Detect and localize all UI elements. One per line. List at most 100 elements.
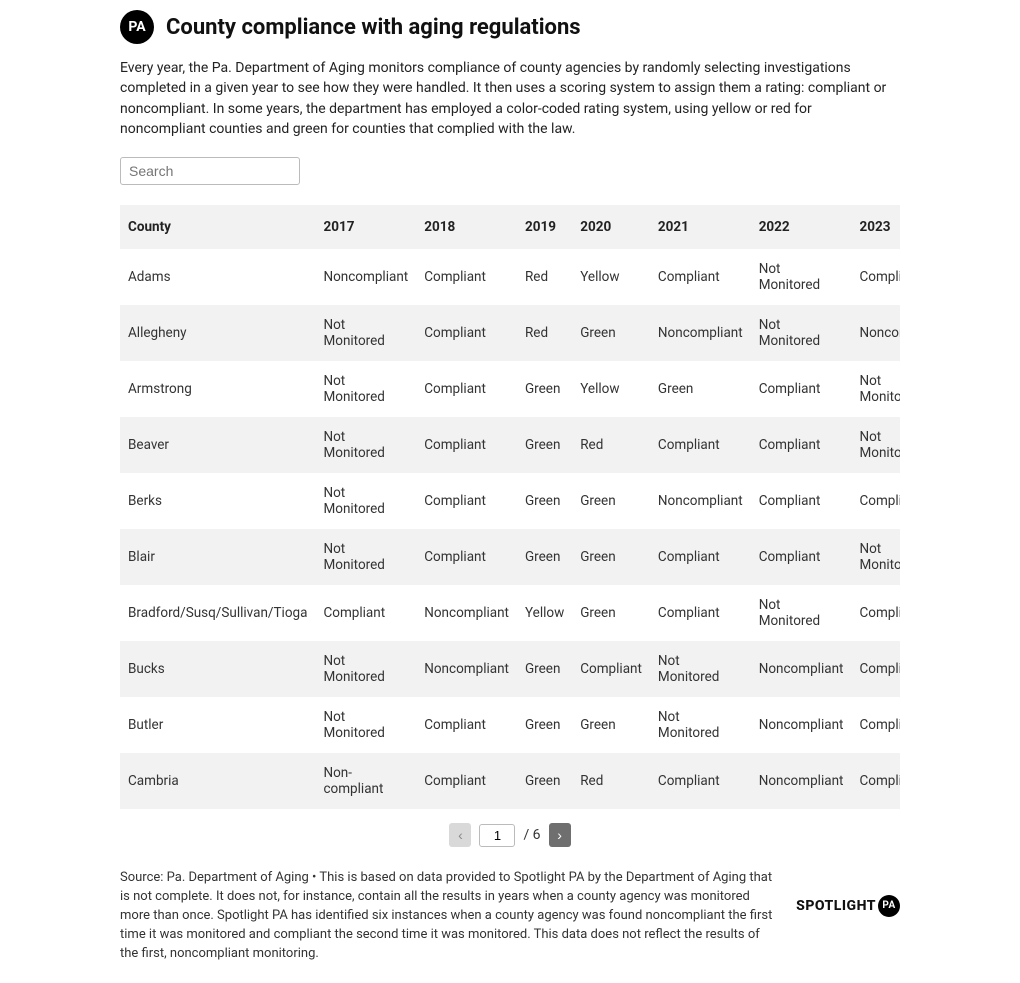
table-row: Berks Not Monitored Compliant Green Gree… — [120, 473, 900, 529]
cell-2017: Not Monitored — [315, 473, 416, 529]
cell-2017: Non-compliant — [315, 753, 416, 809]
cell-2018: Compliant — [416, 417, 517, 473]
footer-source-text: Source: Pa. Department of Aging • This i… — [120, 869, 776, 963]
cell-2019: Green — [517, 361, 572, 417]
col-header-2017[interactable]: 2017 — [315, 205, 416, 249]
cell-2017: Not Monitored — [315, 417, 416, 473]
table-row: Bucks Not Monitored Noncompliant Green C… — [120, 641, 900, 697]
cell-2019: Green — [517, 697, 572, 753]
cell-2021: Not Monitored — [650, 641, 751, 697]
cell-2020: Red — [572, 417, 650, 473]
cell-2018: Compliant — [416, 697, 517, 753]
cell-2022: Noncompliant — [751, 753, 852, 809]
pa-badge-icon: PA — [120, 10, 154, 44]
table-body: Adams Noncompliant Compliant Red Yellow … — [120, 249, 900, 809]
cell-2023: Not Monitored — [851, 361, 900, 417]
table-row: Cambria Non-compliant Compliant Green Re… — [120, 753, 900, 809]
page-title: County compliance with aging regulations — [166, 15, 581, 40]
cell-2023: Compliant — [851, 753, 900, 809]
col-header-2022[interactable]: 2022 — [751, 205, 852, 249]
col-header-2021[interactable]: 2021 — [650, 205, 751, 249]
cell-2018: Compliant — [416, 305, 517, 361]
cell-county: Adams — [120, 249, 315, 305]
col-header-2023[interactable]: 2023 — [851, 205, 900, 249]
prev-page-button[interactable]: ‹ — [449, 823, 471, 847]
compliance-table-wrap: County 2017 2018 2019 2020 2021 2022 202… — [120, 205, 900, 809]
table-row: Bradford/Susq/Sullivan/Tioga Compliant N… — [120, 585, 900, 641]
table-head: County 2017 2018 2019 2020 2021 2022 202… — [120, 205, 900, 249]
compliance-table: County 2017 2018 2019 2020 2021 2022 202… — [120, 205, 900, 809]
cell-2020: Green — [572, 585, 650, 641]
cell-2023: Compliant — [851, 249, 900, 305]
cell-2017: Not Monitored — [315, 305, 416, 361]
cell-2022: Not Monitored — [751, 585, 852, 641]
cell-2017: Not Monitored — [315, 529, 416, 585]
cell-2022: Not Monitored — [751, 305, 852, 361]
cell-2021: Compliant — [650, 753, 751, 809]
cell-2020: Compliant — [572, 641, 650, 697]
cell-2021: Compliant — [650, 249, 751, 305]
cell-2018: Compliant — [416, 361, 517, 417]
cell-2020: Green — [572, 529, 650, 585]
cell-2019: Green — [517, 753, 572, 809]
cell-2019: Green — [517, 529, 572, 585]
spotlight-pa-badge-icon: PA — [878, 895, 900, 917]
page-total-label: / 6 — [523, 827, 540, 843]
cell-2023: Compliant — [851, 697, 900, 753]
cell-2018: Compliant — [416, 249, 517, 305]
cell-county: Berks — [120, 473, 315, 529]
cell-2017: Compliant — [315, 585, 416, 641]
cell-2019: Red — [517, 305, 572, 361]
cell-2023: Not Monitored — [851, 417, 900, 473]
cell-2022: Compliant — [751, 417, 852, 473]
table-header-row: County 2017 2018 2019 2020 2021 2022 202… — [120, 205, 900, 249]
cell-2017: Not Monitored — [315, 641, 416, 697]
cell-county: Cambria — [120, 753, 315, 809]
col-header-2019[interactable]: 2019 — [517, 205, 572, 249]
cell-2023: Not Monitored — [851, 529, 900, 585]
search-input[interactable] — [120, 157, 300, 185]
page-header: PA County compliance with aging regulati… — [120, 10, 900, 44]
cell-2018: Noncompliant — [416, 641, 517, 697]
spotlight-logo: SPOTLIGHT PA — [796, 895, 900, 917]
cell-2022: Compliant — [751, 529, 852, 585]
footer: Source: Pa. Department of Aging • This i… — [120, 869, 900, 963]
cell-2022: Noncompliant — [751, 641, 852, 697]
cell-county: Beaver — [120, 417, 315, 473]
table-row: Adams Noncompliant Compliant Red Yellow … — [120, 249, 900, 305]
cell-2022: Compliant — [751, 361, 852, 417]
cell-2021: Not Monitored — [650, 697, 751, 753]
intro-paragraph: Every year, the Pa. Department of Aging … — [120, 58, 900, 139]
cell-2021: Noncompliant — [650, 305, 751, 361]
spotlight-logo-text: SPOTLIGHT — [796, 896, 876, 916]
cell-2019: Green — [517, 417, 572, 473]
cell-2023: Compliant — [851, 473, 900, 529]
cell-2023: Compliant — [851, 585, 900, 641]
cell-2022: Noncompliant — [751, 697, 852, 753]
cell-2023: Noncompliant — [851, 305, 900, 361]
next-page-button[interactable]: › — [549, 823, 571, 847]
page-number-input[interactable] — [479, 824, 515, 847]
col-header-2020[interactable]: 2020 — [572, 205, 650, 249]
col-header-2018[interactable]: 2018 — [416, 205, 517, 249]
search-wrap — [120, 157, 900, 185]
cell-2019: Green — [517, 641, 572, 697]
cell-2020: Yellow — [572, 249, 650, 305]
cell-2020: Green — [572, 697, 650, 753]
page-root: PA County compliance with aging regulati… — [0, 0, 1020, 983]
cell-county: Blair — [120, 529, 315, 585]
table-row: Blair Not Monitored Compliant Green Gree… — [120, 529, 900, 585]
cell-2017: Not Monitored — [315, 697, 416, 753]
cell-2018: Noncompliant — [416, 585, 517, 641]
cell-2022: Compliant — [751, 473, 852, 529]
pager: ‹ / 6 › — [120, 823, 900, 847]
cell-county: Bucks — [120, 641, 315, 697]
cell-county: Armstrong — [120, 361, 315, 417]
cell-2021: Compliant — [650, 417, 751, 473]
cell-2020: Green — [572, 305, 650, 361]
cell-2020: Red — [572, 753, 650, 809]
table-row: Butler Not Monitored Compliant Green Gre… — [120, 697, 900, 753]
table-row: Beaver Not Monitored Compliant Green Red… — [120, 417, 900, 473]
cell-2019: Green — [517, 473, 572, 529]
col-header-county[interactable]: County — [120, 205, 315, 249]
